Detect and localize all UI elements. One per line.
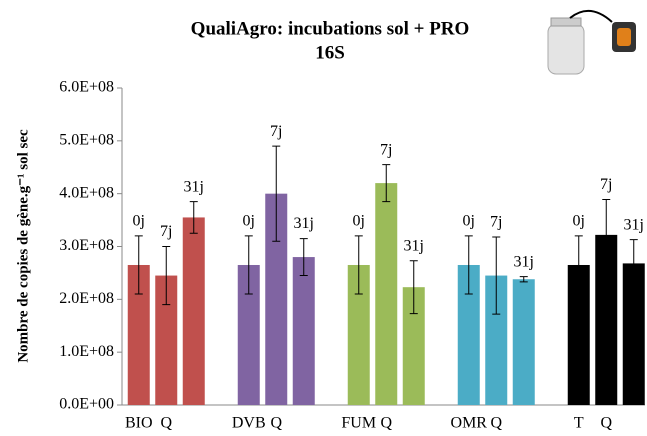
error-bar: [464, 235, 473, 295]
chart-title: QualiAgro: incubations sol + PRO: [191, 18, 470, 39]
x-tick-label: OMR: [451, 415, 488, 432]
jar-icon: [547, 10, 636, 75]
error-bar: [409, 260, 418, 315]
bar: [265, 193, 288, 405]
y-axis-label: Nombre de copies de gène.g⁻¹ sol sec: [15, 129, 31, 363]
bar: [182, 217, 205, 405]
bar: [402, 287, 425, 405]
x-tick-label: DVB: [232, 415, 266, 432]
bar: [485, 275, 508, 405]
bar-label: 0j: [463, 213, 475, 230]
error-bar: [189, 201, 198, 234]
bar-label: 7j: [600, 176, 612, 193]
bar-label: 0j: [243, 213, 255, 230]
error-bar: [602, 198, 611, 271]
bar: [155, 275, 178, 405]
x-tick-label: Q: [600, 415, 612, 432]
y-tick-label: 6.0E+08: [59, 79, 114, 96]
bar-label: 7j: [160, 223, 172, 240]
bar-label: 31j: [294, 215, 314, 232]
bar-label: 0j: [573, 213, 585, 230]
x-tick-label: Q: [380, 415, 392, 432]
x-tick-label: BIO: [125, 415, 153, 432]
error-bar: [244, 235, 253, 295]
bar-label: 31j: [404, 237, 424, 254]
y-tick-label: 0.0E+00: [59, 396, 114, 413]
y-tick-label: 3.0E+08: [59, 237, 114, 254]
bar: [292, 257, 315, 405]
bar-label: 0j: [133, 213, 145, 230]
error-bar: [519, 276, 528, 283]
chart-subtitle: 16S: [315, 42, 345, 63]
error-bar: [354, 235, 363, 295]
error-bar: [299, 238, 308, 277]
error-bar: [272, 145, 281, 242]
error-bar: [134, 235, 143, 295]
x-tick-label: Q: [490, 415, 502, 432]
x-tick-label: Q: [160, 415, 172, 432]
bar-label: 7j: [270, 123, 282, 140]
x-tick-label: FUM: [341, 415, 376, 432]
x-tick-label: T: [574, 415, 584, 432]
bar-label: 31j: [624, 216, 644, 233]
x-tick-label: Q: [270, 415, 282, 432]
error-bar: [162, 246, 171, 306]
bar: [237, 264, 260, 405]
bar: [127, 264, 150, 405]
bar-label: 7j: [380, 141, 392, 158]
y-tick-label: 4.0E+08: [59, 184, 114, 201]
y-tick-label: 5.0E+08: [59, 132, 114, 149]
bar-label: 7j: [490, 214, 502, 231]
bar: [567, 264, 590, 405]
bar-label: 31j: [514, 253, 534, 270]
bar: [457, 264, 480, 405]
bar: [622, 263, 645, 405]
error-bar: [492, 236, 501, 315]
y-tick-label: 1.0E+08: [59, 343, 114, 360]
bar: [347, 264, 370, 405]
bar: [375, 183, 398, 405]
bar-label: 0j: [353, 213, 365, 230]
bar-label: 31j: [184, 178, 204, 195]
bar: [595, 234, 618, 405]
error-bar: [382, 164, 391, 203]
error-bar: [574, 235, 583, 295]
bar: [512, 279, 535, 405]
y-tick-label: 2.0E+08: [59, 290, 114, 307]
error-bar: [629, 239, 638, 288]
